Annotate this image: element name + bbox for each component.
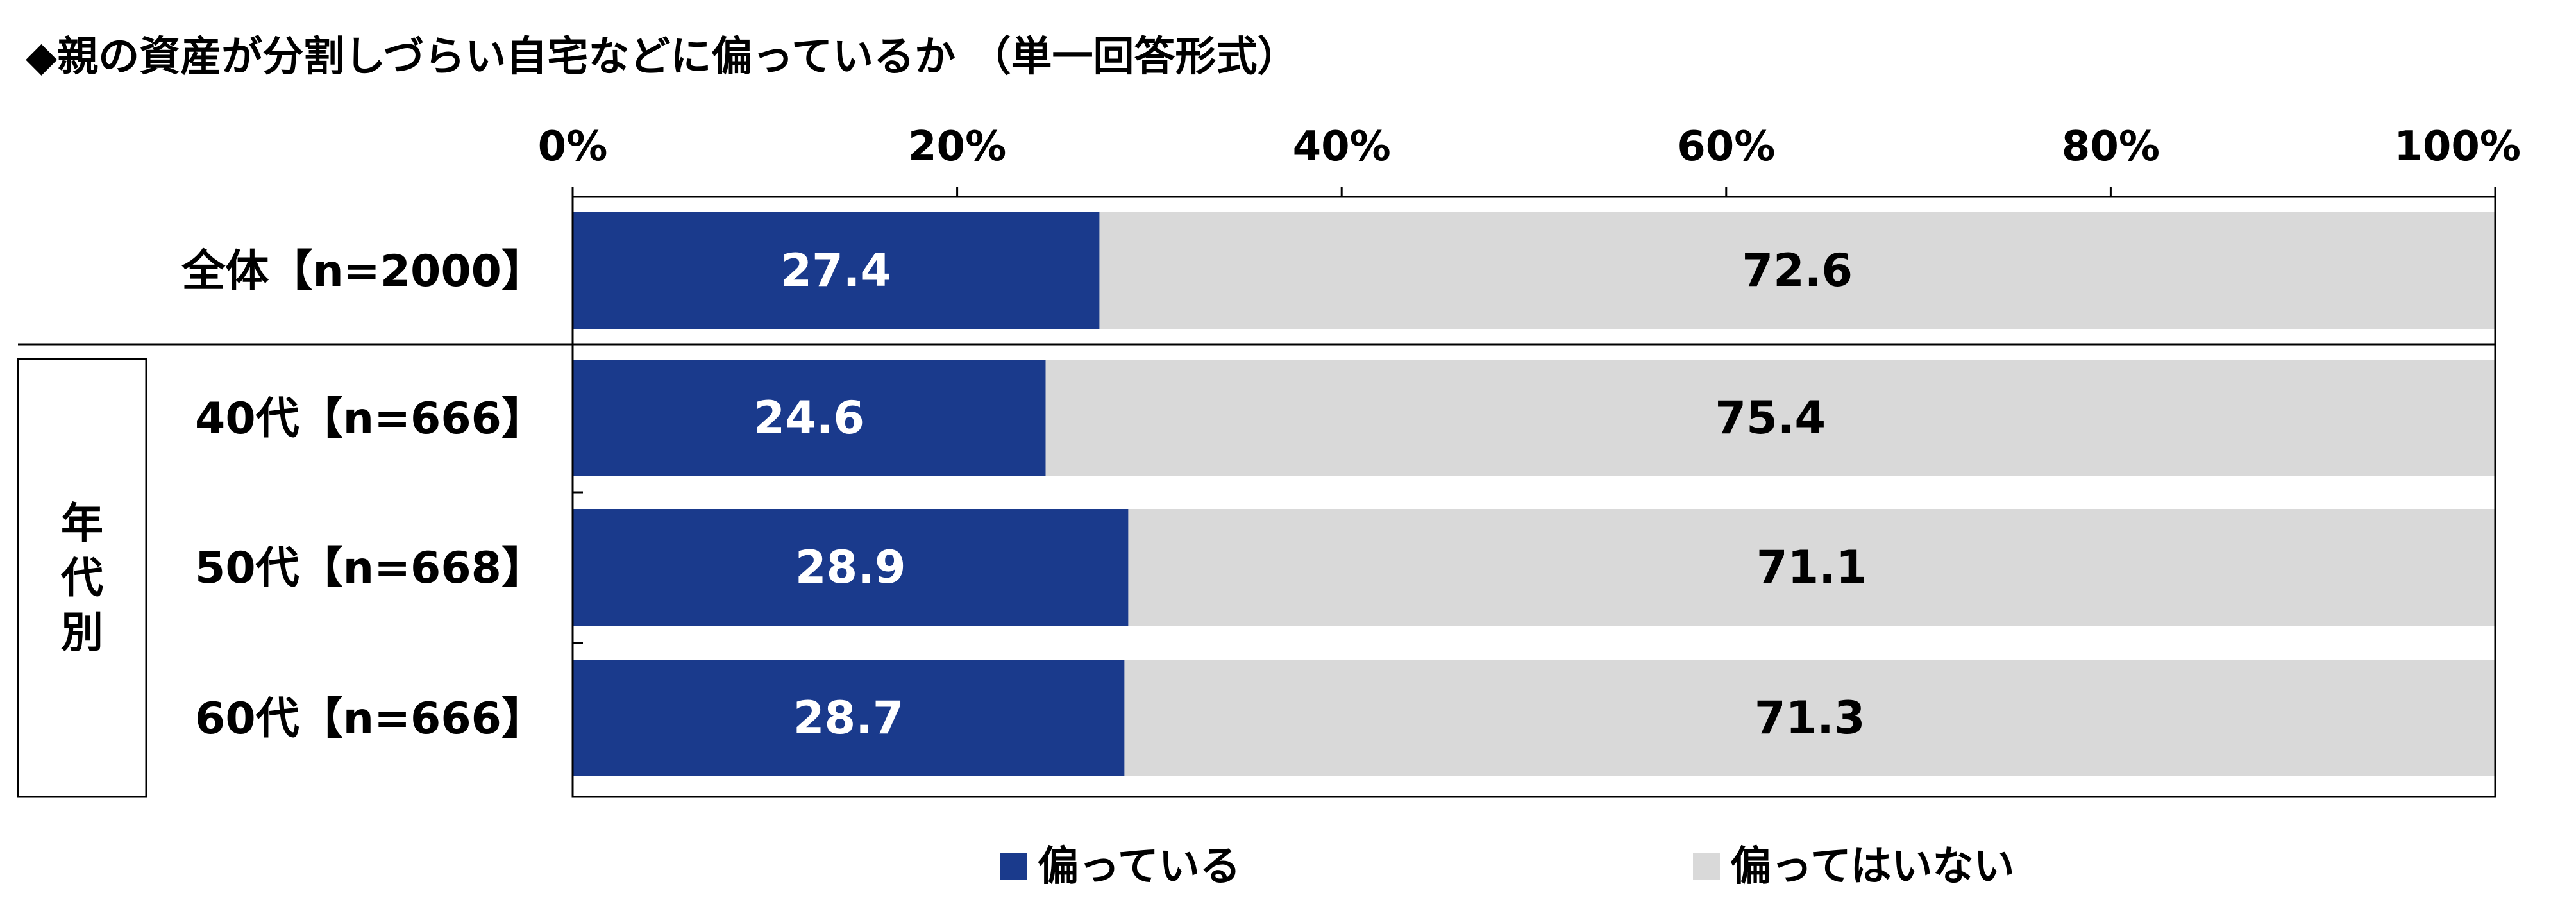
bar-segment xyxy=(573,360,1046,476)
x-tick-label: 100% xyxy=(2394,123,2521,171)
bar-segment xyxy=(1128,509,2496,626)
bar-segment xyxy=(1045,360,2495,476)
legend-swatch xyxy=(1000,853,1027,880)
category-label: 40代【n=666】 xyxy=(195,394,545,444)
category-label: 50代【n=668】 xyxy=(195,543,545,594)
x-tick-label: 60% xyxy=(1677,123,1775,171)
plot-frame xyxy=(571,196,2496,798)
x-tick-label: 0% xyxy=(538,123,608,171)
x-tick-label: 20% xyxy=(908,123,1006,171)
x-axis-ticks: 0% 20% 40% 60% 80% 100% xyxy=(538,123,2521,644)
data-label: 24.6 xyxy=(753,392,864,444)
data-label: 71.1 xyxy=(1756,541,1867,594)
legend: 偏っている 偏ってはいない xyxy=(1000,843,2015,890)
bar-segment xyxy=(573,509,1129,626)
data-label: 27.4 xyxy=(780,244,891,297)
data-label: 75.4 xyxy=(1715,392,1826,444)
bars: 27.4 72.6 24.6 75.4 28.9 71.1 28.7 71.3 xyxy=(573,212,2496,776)
legend-swatch xyxy=(1693,853,1720,880)
chart-title: ◆親の資産が分割しづらい自宅などに偏っているか （単一回答形式） xyxy=(26,33,1298,81)
data-label: 28.7 xyxy=(793,692,904,744)
bar-segment xyxy=(1099,212,2495,329)
bar-segment xyxy=(573,660,1125,776)
category-labels: 全体【n=2000】 40代【n=666】 50代【n=668】 60代【n=666】 xyxy=(181,246,545,744)
data-label: 71.3 xyxy=(1755,692,1865,744)
data-label: 72.6 xyxy=(1742,244,1853,297)
group-label: 年代別 xyxy=(60,499,103,657)
legend-label: 偏ってはいない xyxy=(1730,843,2015,890)
x-tick-label: 80% xyxy=(2062,123,2160,171)
bar-segment xyxy=(1124,660,2495,776)
group-label-box xyxy=(17,358,147,798)
category-label: 60代【n=666】 xyxy=(195,694,545,744)
legend-label: 偏っている xyxy=(1038,843,1241,890)
data-label: 28.9 xyxy=(795,541,906,594)
x-tick-label: 40% xyxy=(1293,123,1391,171)
category-label: 全体【n=2000】 xyxy=(181,246,545,297)
bar-segment xyxy=(573,212,1100,329)
